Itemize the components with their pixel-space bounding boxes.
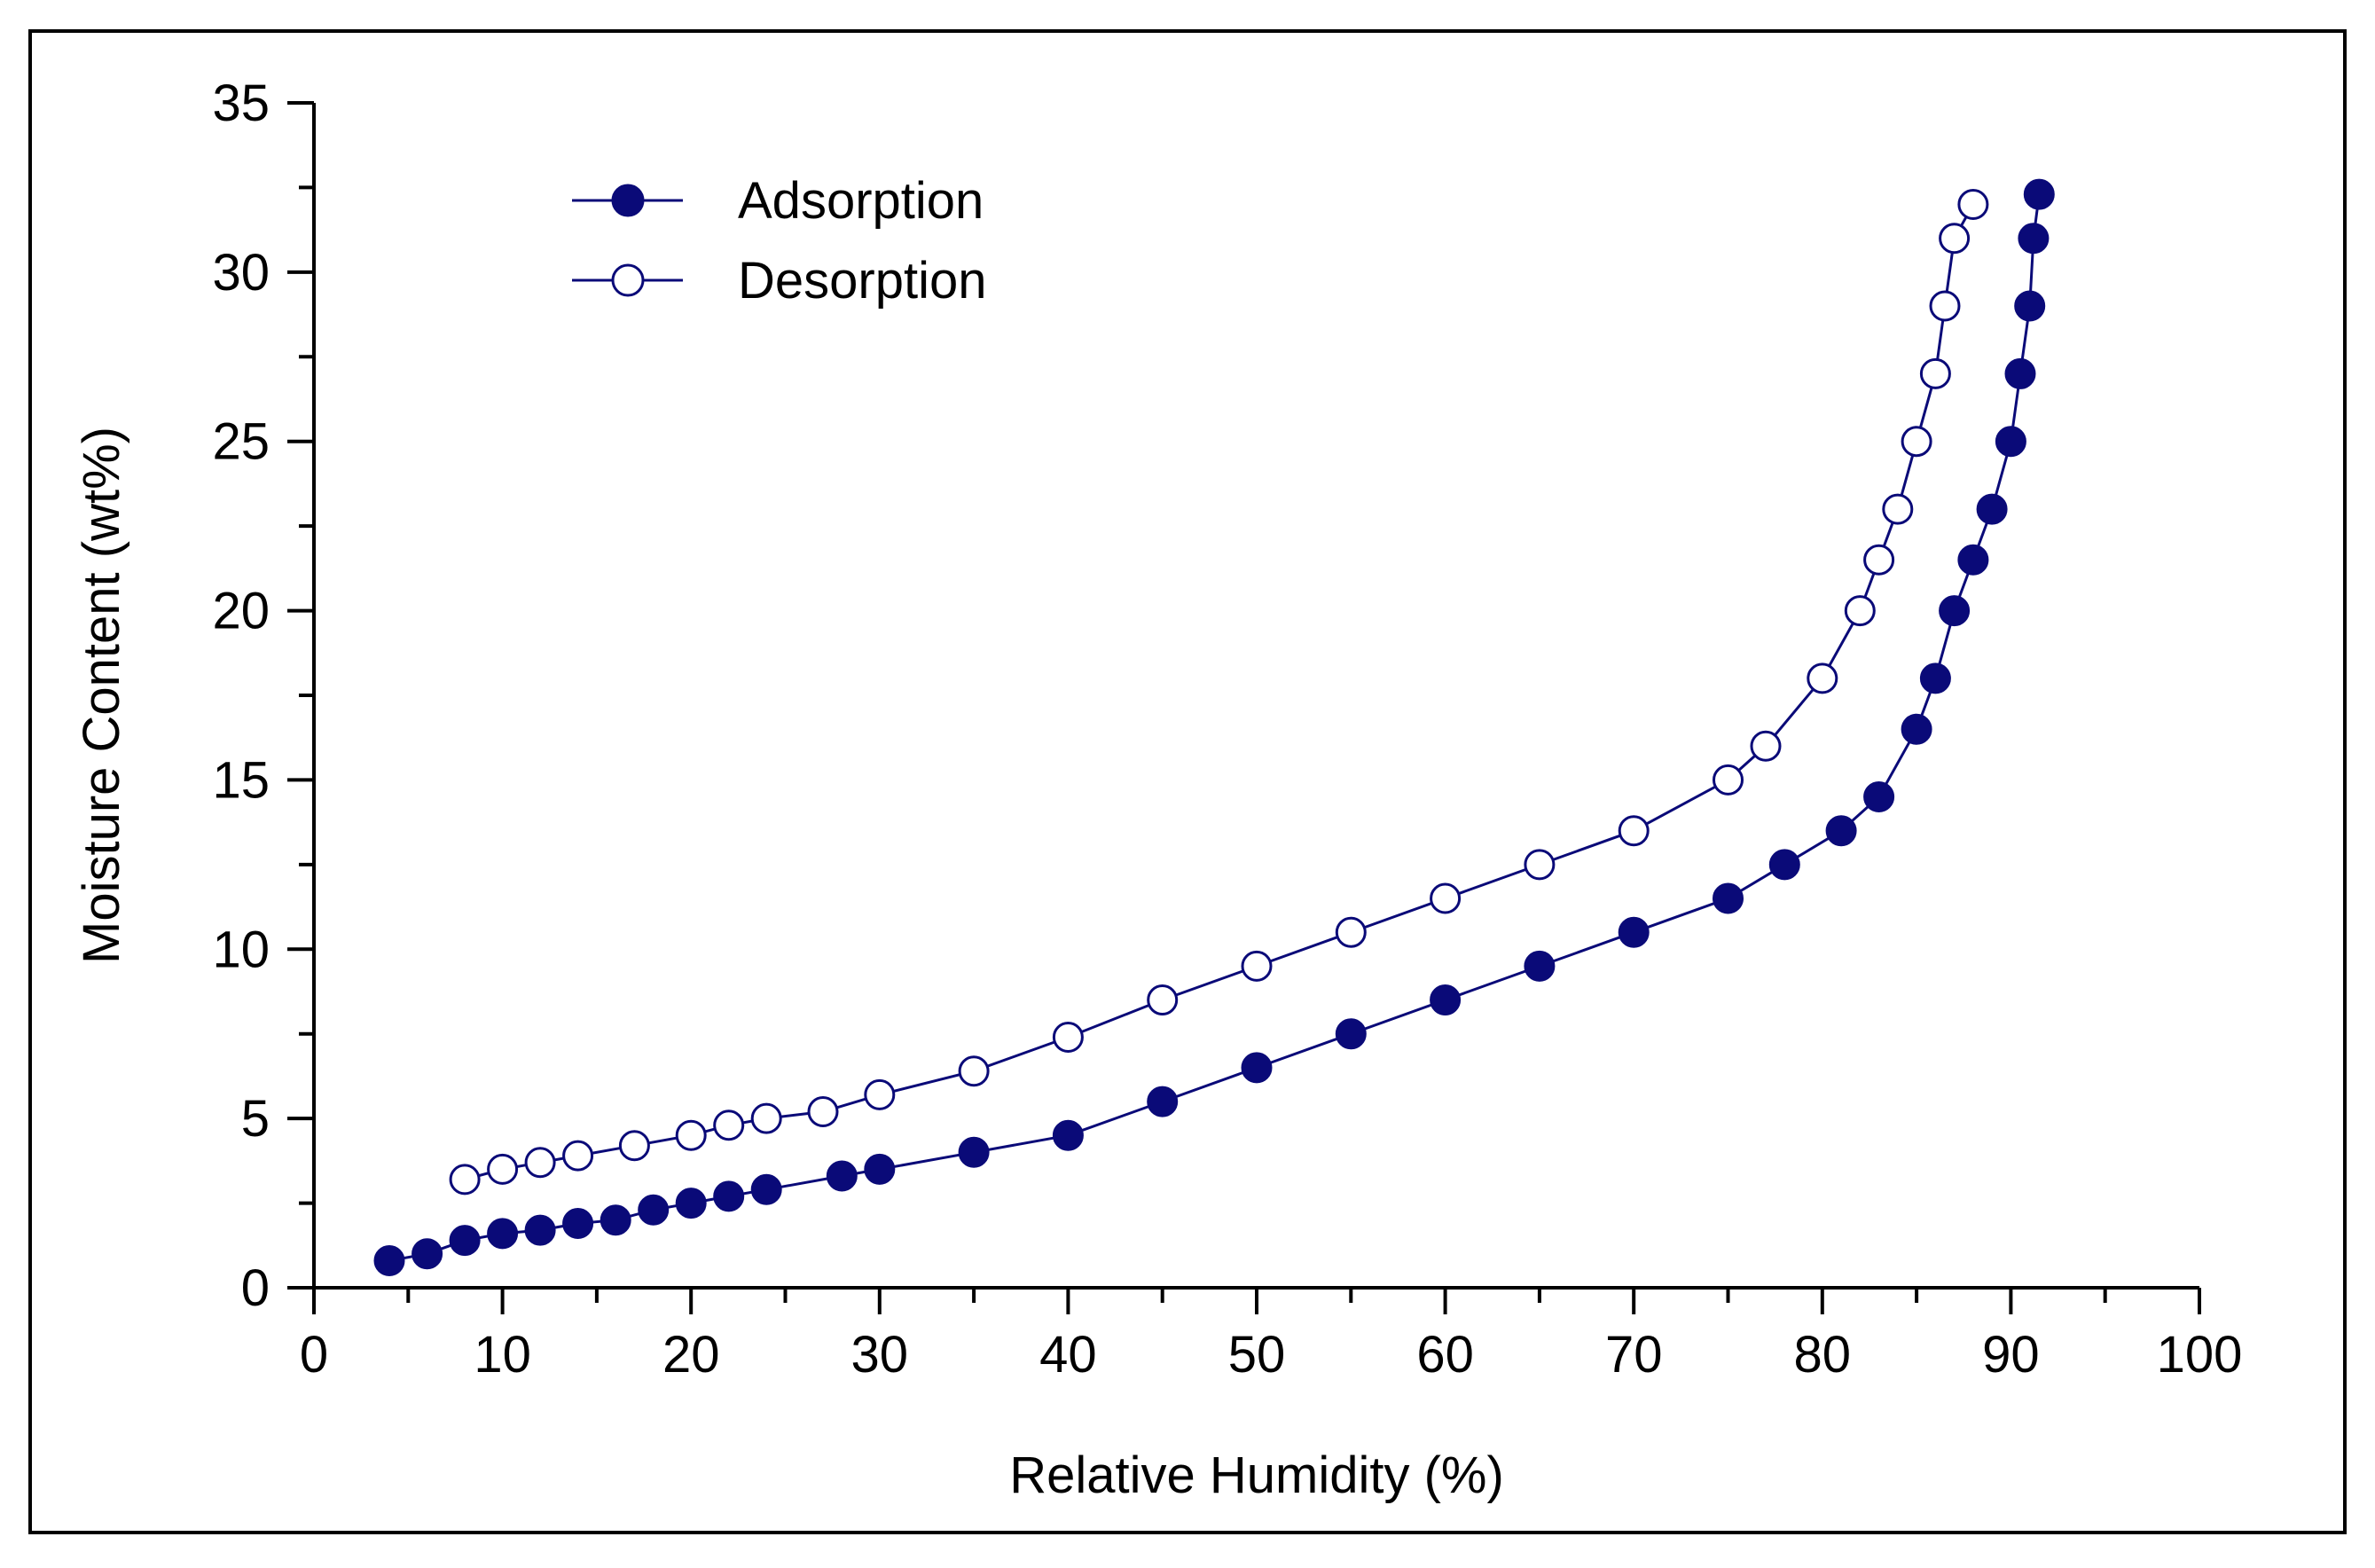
legend-label-adsorption: Adsorption	[738, 172, 984, 230]
data-point-desorption	[864, 1078, 896, 1110]
x-tick-label: 80	[1794, 1326, 1852, 1384]
y-tick-label: 0	[241, 1259, 270, 1317]
data-point-desorption	[958, 1055, 990, 1087]
y-tick-label: 35	[212, 74, 270, 132]
y-tick-label: 15	[212, 751, 270, 809]
data-point-adsorption	[958, 1136, 990, 1168]
x-tick-label: 40	[1039, 1326, 1097, 1384]
data-point-desorption	[1052, 1022, 1084, 1053]
data-point-desorption	[1957, 189, 1989, 220]
data-point-desorption	[1430, 882, 1462, 914]
legend-marker-adsorption	[611, 184, 645, 217]
figure-frame	[28, 29, 2347, 1534]
data-point-adsorption	[2018, 223, 2050, 255]
x-tick-label: 30	[851, 1326, 909, 1384]
data-point-desorption	[618, 1130, 650, 1162]
data-point-desorption	[1524, 849, 1556, 881]
data-point-desorption	[487, 1153, 519, 1185]
data-point-adsorption	[600, 1204, 631, 1236]
data-point-adsorption	[1524, 950, 1556, 982]
data-point-adsorption	[2004, 357, 2036, 389]
x-axis-ticks: 0 10 20 30 40 50 60 70 80 90 100	[300, 1288, 2243, 1384]
data-point-desorption	[1863, 544, 1895, 576]
data-point-adsorption	[638, 1194, 670, 1226]
y-tick-label: 20	[212, 583, 270, 640]
legend-marker-desorption	[611, 263, 645, 297]
data-point-desorption	[1618, 815, 1650, 847]
data-point-adsorption	[1147, 1086, 1179, 1117]
data-point-adsorption	[1430, 984, 1462, 1015]
data-point-adsorption	[2014, 290, 2046, 322]
y-axis-label: Moisture Content (wt%)	[73, 427, 130, 964]
data-point-adsorption	[713, 1180, 745, 1212]
x-tick-label: 100	[2157, 1326, 2243, 1384]
data-point-desorption	[1919, 357, 1951, 389]
y-tick-label: 10	[212, 921, 270, 978]
x-tick-label: 90	[1982, 1326, 2040, 1384]
data-point-desorption	[1929, 290, 1961, 322]
data-point-adsorption	[1241, 1052, 1273, 1084]
data-point-adsorption	[826, 1160, 858, 1192]
data-point-adsorption	[487, 1218, 519, 1250]
data-point-adsorption	[1335, 1018, 1367, 1050]
data-point-adsorption	[864, 1153, 896, 1185]
series-adsorption	[373, 178, 2055, 1276]
series-desorption	[449, 189, 1989, 1196]
data-point-adsorption	[524, 1214, 556, 1246]
data-point-adsorption	[1901, 713, 1932, 745]
x-tick-label: 0	[300, 1326, 328, 1384]
data-point-desorption	[1807, 662, 1838, 694]
y-tick-label: 25	[212, 413, 270, 471]
x-tick-label: 70	[1605, 1326, 1663, 1384]
data-point-adsorption	[373, 1245, 405, 1276]
data-point-adsorption	[2023, 178, 2055, 210]
data-point-desorption	[1147, 984, 1179, 1015]
data-point-desorption	[713, 1109, 745, 1141]
data-point-adsorption	[1863, 781, 1895, 812]
x-tick-label: 60	[1416, 1326, 1474, 1384]
x-tick-label: 20	[662, 1326, 720, 1384]
data-point-desorption	[524, 1147, 556, 1179]
data-point-adsorption	[1618, 916, 1650, 948]
data-point-desorption	[750, 1102, 782, 1134]
data-point-adsorption	[1713, 882, 1744, 914]
x-tick-label: 50	[1228, 1326, 1286, 1384]
data-point-desorption	[1241, 950, 1273, 982]
data-point-adsorption	[1995, 426, 2026, 458]
data-point-adsorption	[1919, 662, 1951, 694]
x-tick-label: 10	[474, 1326, 531, 1384]
x-axis-label: Relative Humidity (%)	[1009, 1446, 1504, 1504]
data-point-adsorption	[562, 1208, 594, 1239]
series-layer	[373, 178, 2055, 1276]
data-point-adsorption	[675, 1188, 707, 1219]
y-tick-label: 5	[241, 1090, 270, 1148]
data-point-desorption	[562, 1140, 594, 1172]
data-point-desorption	[1939, 223, 1971, 255]
data-point-adsorption	[750, 1173, 782, 1205]
data-point-adsorption	[412, 1238, 443, 1270]
data-point-desorption	[1713, 764, 1744, 796]
data-point-desorption	[807, 1096, 839, 1127]
data-point-adsorption	[1957, 544, 1989, 576]
data-point-adsorption	[1052, 1119, 1084, 1151]
data-point-desorption	[449, 1164, 481, 1196]
data-point-adsorption	[1939, 595, 1971, 627]
y-tick-label: 30	[212, 244, 270, 302]
data-point-adsorption	[449, 1225, 481, 1257]
data-point-desorption	[675, 1119, 707, 1151]
legend-label-desorption: Desorption	[738, 252, 986, 310]
legend: Adsorption Desorption	[572, 172, 986, 310]
data-point-adsorption	[1825, 815, 1857, 847]
y-axis-ticks: 0 5 10 15 20 25 30 35	[212, 74, 314, 1317]
data-point-adsorption	[1768, 849, 1800, 881]
data-point-desorption	[1901, 426, 1932, 458]
data-point-desorption	[1750, 730, 1782, 762]
data-point-adsorption	[1976, 493, 2008, 525]
data-point-desorption	[1882, 493, 1914, 525]
data-point-desorption	[1844, 595, 1876, 627]
data-point-desorption	[1335, 916, 1367, 948]
